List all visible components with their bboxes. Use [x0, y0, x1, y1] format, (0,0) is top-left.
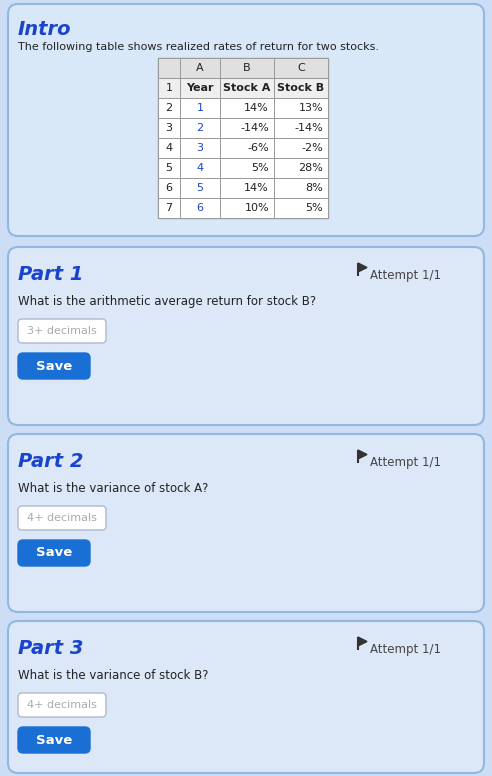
Text: B: B — [243, 63, 251, 73]
Text: What is the variance of stock A?: What is the variance of stock A? — [18, 482, 209, 495]
Bar — [158, 58, 328, 218]
Bar — [158, 138, 180, 158]
Bar — [180, 118, 220, 138]
FancyBboxPatch shape — [18, 727, 90, 753]
Text: 3: 3 — [165, 123, 173, 133]
Text: Stock A: Stock A — [223, 83, 271, 93]
FancyBboxPatch shape — [8, 247, 484, 425]
Text: -6%: -6% — [247, 143, 269, 153]
Text: 6: 6 — [196, 203, 204, 213]
Text: 4+ decimals: 4+ decimals — [27, 700, 97, 710]
Bar — [180, 138, 220, 158]
Text: 2: 2 — [165, 103, 173, 113]
Text: 14%: 14% — [244, 103, 269, 113]
Text: 3: 3 — [196, 143, 204, 153]
Text: Attempt 1/1: Attempt 1/1 — [370, 456, 441, 469]
Text: Part 2: Part 2 — [18, 452, 84, 471]
FancyBboxPatch shape — [18, 353, 90, 379]
Bar — [158, 158, 180, 178]
FancyBboxPatch shape — [18, 540, 90, 566]
Bar — [220, 198, 274, 218]
Bar — [158, 78, 180, 98]
Text: 10%: 10% — [245, 203, 269, 213]
Text: 7: 7 — [165, 203, 173, 213]
Bar — [220, 118, 274, 138]
Polygon shape — [358, 637, 367, 646]
FancyBboxPatch shape — [18, 693, 106, 717]
Text: 2: 2 — [196, 123, 204, 133]
Text: Save: Save — [36, 359, 72, 372]
Text: -2%: -2% — [301, 143, 323, 153]
Bar — [180, 98, 220, 118]
Text: What is the arithmetic average return for stock B?: What is the arithmetic average return fo… — [18, 295, 316, 308]
Text: 4+ decimals: 4+ decimals — [27, 513, 97, 523]
Bar — [158, 178, 180, 198]
Bar — [274, 78, 328, 98]
Bar — [180, 198, 220, 218]
Text: Part 3: Part 3 — [18, 639, 84, 658]
Text: Attempt 1/1: Attempt 1/1 — [370, 269, 441, 282]
Text: -14%: -14% — [294, 123, 323, 133]
Bar — [158, 98, 180, 118]
Text: C: C — [297, 63, 305, 73]
Bar — [220, 78, 274, 98]
Text: Intro: Intro — [18, 20, 71, 39]
Bar — [220, 138, 274, 158]
Text: Save: Save — [36, 733, 72, 747]
Text: 4: 4 — [196, 163, 204, 173]
Text: 3+ decimals: 3+ decimals — [27, 326, 97, 336]
Text: 5%: 5% — [251, 163, 269, 173]
Text: 6: 6 — [165, 183, 173, 193]
Bar — [158, 118, 180, 138]
Bar — [220, 98, 274, 118]
Text: 28%: 28% — [298, 163, 323, 173]
Bar — [180, 58, 220, 78]
Polygon shape — [358, 263, 367, 272]
FancyBboxPatch shape — [18, 319, 106, 343]
Bar — [274, 58, 328, 78]
FancyBboxPatch shape — [8, 4, 484, 236]
Text: The following table shows realized rates of return for two stocks.: The following table shows realized rates… — [18, 42, 379, 52]
Text: Attempt 1/1: Attempt 1/1 — [370, 643, 441, 656]
Bar — [158, 198, 180, 218]
Bar — [180, 178, 220, 198]
Bar — [158, 58, 180, 78]
FancyBboxPatch shape — [8, 621, 484, 773]
FancyBboxPatch shape — [18, 506, 106, 530]
Bar — [220, 178, 274, 198]
Text: What is the variance of stock B?: What is the variance of stock B? — [18, 669, 209, 682]
Bar — [274, 198, 328, 218]
Text: Year: Year — [186, 83, 214, 93]
Text: 5%: 5% — [306, 203, 323, 213]
Text: 5: 5 — [165, 163, 173, 173]
Text: Stock B: Stock B — [277, 83, 325, 93]
Bar — [274, 178, 328, 198]
Bar — [274, 138, 328, 158]
Text: 14%: 14% — [244, 183, 269, 193]
Bar — [180, 158, 220, 178]
Text: 1: 1 — [165, 83, 173, 93]
Bar — [180, 78, 220, 98]
Text: A: A — [196, 63, 204, 73]
Text: Part 1: Part 1 — [18, 265, 84, 284]
Text: 8%: 8% — [305, 183, 323, 193]
Text: 13%: 13% — [298, 103, 323, 113]
Bar — [220, 158, 274, 178]
Text: -14%: -14% — [240, 123, 269, 133]
FancyBboxPatch shape — [8, 434, 484, 612]
Text: 1: 1 — [196, 103, 204, 113]
Bar — [220, 58, 274, 78]
Text: 4: 4 — [165, 143, 173, 153]
Text: Save: Save — [36, 546, 72, 559]
Bar — [274, 98, 328, 118]
Text: 5: 5 — [196, 183, 204, 193]
Bar — [274, 118, 328, 138]
Bar — [274, 158, 328, 178]
Polygon shape — [358, 450, 367, 459]
